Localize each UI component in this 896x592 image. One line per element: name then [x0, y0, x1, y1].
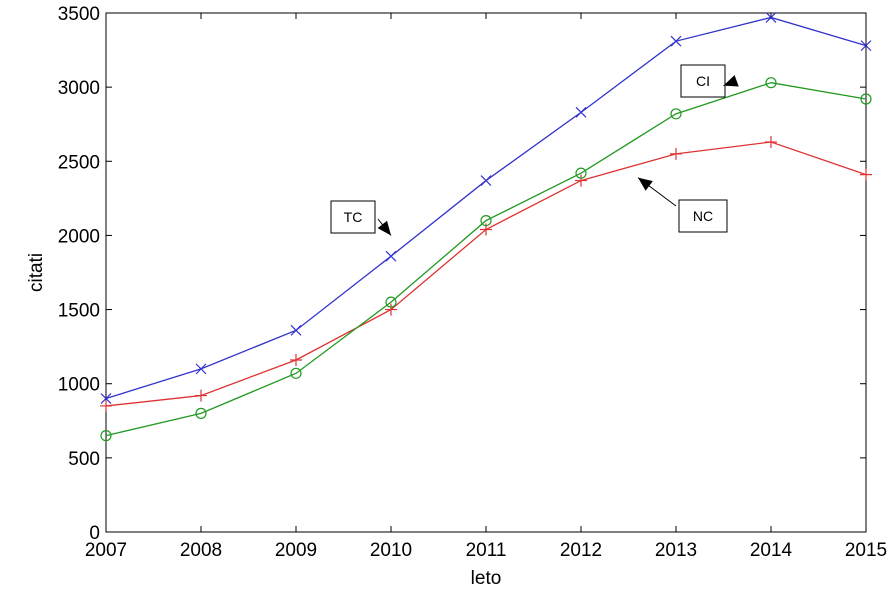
data-point [100, 430, 112, 442]
data-point [195, 389, 207, 402]
annotation-nc: NC [637, 177, 728, 233]
data-point [765, 136, 777, 149]
arrowhead-icon [723, 75, 739, 87]
annotation-ci: CI [680, 64, 739, 98]
axis-ticks: 2007 2008 2009 2010 2011 2012 2013 2014 2015 0 500… [58, 4, 887, 561]
annotation-label: TC [344, 209, 363, 225]
annotation-label: CI [696, 73, 710, 89]
x-tick-label: 2007 [85, 540, 127, 561]
y-tick-label: 2500 [58, 152, 100, 173]
series-line-tc [105, 16, 867, 400]
series-line-ci [105, 82, 867, 437]
x-tick-label: 2009 [275, 540, 317, 561]
x-tick-label: 2012 [560, 540, 602, 561]
x-axis-label: leto [471, 568, 502, 589]
arrowhead-icon [638, 177, 653, 191]
x-tick-label: 2013 [655, 540, 697, 561]
annotation-box [330, 200, 376, 234]
plot-frame [105, 12, 867, 533]
y-tick-label: 500 [68, 449, 100, 470]
data-point [385, 250, 397, 262]
data-point [290, 367, 302, 379]
data-point [670, 108, 682, 120]
series-layer [100, 12, 872, 442]
data-point [575, 106, 587, 118]
annotation-box [678, 199, 728, 233]
x-tick-label: 2010 [370, 540, 412, 561]
series-nc [100, 136, 872, 412]
y-tick-label: 3000 [58, 78, 100, 99]
data-point [290, 353, 302, 366]
data-point [860, 40, 872, 52]
y-tick-label: 0 [89, 523, 100, 544]
y-tick-label: 2000 [58, 226, 100, 247]
data-point [670, 147, 682, 160]
data-point [480, 215, 492, 227]
data-point [575, 167, 587, 179]
y-tick-label: 3500 [58, 4, 100, 25]
data-point [100, 393, 112, 404]
data-point [860, 93, 872, 105]
data-point [385, 296, 397, 308]
data-point [575, 174, 587, 187]
arrowhead-icon [377, 220, 391, 236]
data-point [195, 407, 207, 419]
y-tick-label: 1500 [58, 301, 100, 322]
data-point [195, 363, 207, 375]
annotation-box [680, 64, 726, 98]
series-line-nc [105, 141, 867, 407]
data-point [290, 324, 302, 336]
x-tick-label: 2011 [466, 540, 507, 561]
x-tick-label: 2014 [750, 540, 793, 561]
data-point [480, 175, 492, 186]
annotation-layer: TC CI NC [330, 64, 739, 236]
data-point [765, 77, 777, 89]
x-tick-label: 2015 [845, 540, 887, 561]
y-tick-label: 1000 [58, 375, 100, 396]
data-point [765, 12, 777, 23]
x-tick-label: 2008 [180, 540, 222, 561]
annotation-tc: TC [330, 200, 392, 236]
data-point [100, 399, 112, 412]
data-point [385, 303, 397, 316]
data-point [670, 35, 682, 47]
y-axis-label: citati [26, 253, 47, 292]
series-ci [100, 77, 872, 442]
annotation-label: NC [693, 208, 713, 224]
data-point [860, 168, 872, 181]
series-tc [100, 12, 872, 404]
axes-box [105, 12, 867, 533]
